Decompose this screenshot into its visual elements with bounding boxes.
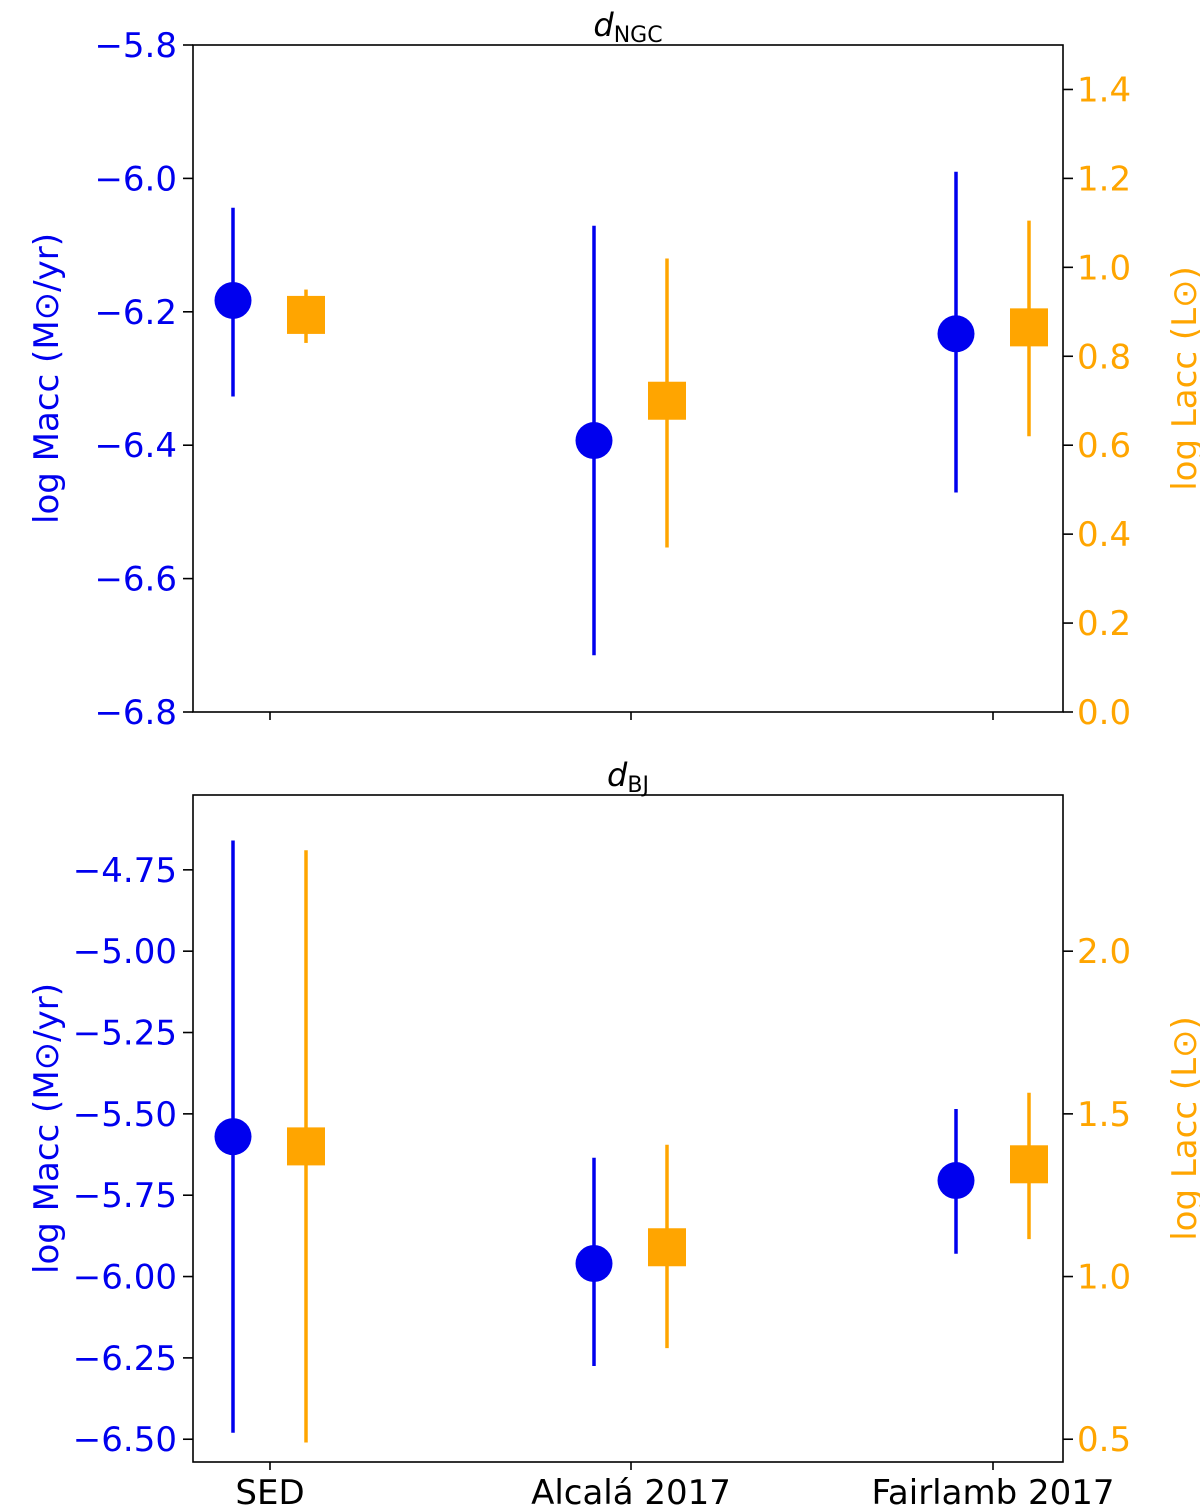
- right-tick-label: 1.0: [1077, 248, 1131, 288]
- top-panel: dNGC −5.8 −6.0 −6.2 −6.4 −6.6 −6.8 0.0 0.2 0.4 0.6…: [27, 6, 1200, 733]
- left-tick-label: −5.25: [73, 1014, 177, 1054]
- x-tick-label: Fairlamb 2017: [871, 1473, 1114, 1508]
- macc-point: [214, 1118, 252, 1156]
- lacc-point: [648, 1228, 686, 1267]
- lacc-point: [648, 381, 686, 420]
- left-tick-label: −5.00: [73, 932, 177, 972]
- lacc-point: [287, 1127, 325, 1166]
- right-tick-label: 1.4: [1077, 70, 1131, 110]
- left-tick-label: −6.6: [94, 560, 177, 600]
- right-tick-label: 1.2: [1077, 159, 1131, 199]
- right-tick-label: 0.2: [1077, 604, 1131, 644]
- left-tick-label: −4.75: [73, 851, 177, 891]
- right-tick-label: 0.5: [1077, 1420, 1131, 1460]
- left-tick-label: −6.50: [73, 1420, 177, 1460]
- macc-point: [575, 1245, 613, 1283]
- right-axis-label: log Lacc (L⊙): [1165, 1016, 1200, 1241]
- left-tick-label: −5.75: [73, 1176, 177, 1216]
- right-tick-label: 0.0: [1077, 693, 1131, 733]
- plot-frame: [192, 794, 1064, 1463]
- macc-point: [937, 315, 975, 353]
- right-tick-label: 0.6: [1077, 426, 1131, 466]
- macc-point: [937, 1162, 975, 1200]
- x-tick-label: Alcalá 2017: [531, 1473, 731, 1508]
- left-tick-label: −6.0: [94, 159, 177, 199]
- lacc-point: [1010, 308, 1048, 347]
- left-axis-label: log Macc (M⊙/yr): [27, 233, 67, 524]
- left-tick-label: −6.4: [94, 426, 177, 466]
- panel-title: dNGC: [593, 6, 662, 48]
- x-tick-label: SED: [235, 1473, 304, 1508]
- right-tick-label: 2.0: [1077, 932, 1131, 972]
- panel-title: dBJ: [607, 756, 649, 798]
- macc-point: [575, 422, 613, 460]
- lacc-point: [1010, 1145, 1048, 1184]
- left-tick-label: −6.00: [73, 1258, 177, 1298]
- right-tick-label: 1.0: [1077, 1258, 1131, 1298]
- right-tick-label: 0.8: [1077, 337, 1131, 377]
- left-tick-label: −6.25: [73, 1339, 177, 1379]
- plot-frame: [192, 44, 1064, 713]
- left-tick-label: −5.8: [94, 26, 177, 66]
- right-tick-label: 0.4: [1077, 515, 1131, 555]
- left-tick-label: −6.2: [94, 293, 177, 333]
- left-tick-label: −5.50: [73, 1095, 177, 1135]
- bottom-panel: dBJ −4.75 −5.00 −5.25 −5.50 −5.75 −6.00 −6.25 −6…: [27, 756, 1200, 1508]
- left-axis-label: log Macc (M⊙/yr): [27, 983, 67, 1274]
- right-tick-label: 1.5: [1077, 1095, 1131, 1135]
- lacc-point: [287, 295, 325, 334]
- macc-point: [214, 281, 252, 319]
- left-tick-label: −6.8: [94, 693, 177, 733]
- right-axis-label: log Lacc (L⊙): [1165, 266, 1200, 491]
